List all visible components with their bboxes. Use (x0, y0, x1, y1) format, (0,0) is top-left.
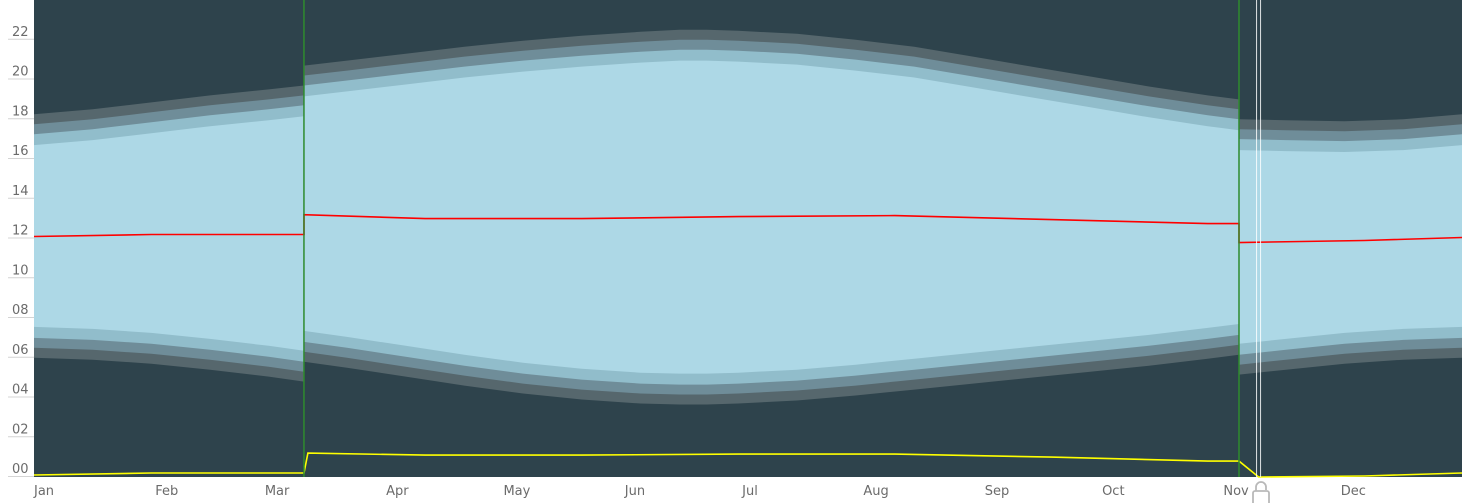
lock-icon[interactable] (1252, 481, 1270, 503)
y-tick-label: 00 (12, 462, 29, 477)
x-tick-label: Mar (265, 484, 290, 499)
x-tick-label: Nov (1223, 484, 1249, 499)
y-tick-label: 06 (12, 343, 29, 358)
x-axis: Jan Feb Mar Apr May Jun Jul Aug Sep Oct Nov Dec (33, 484, 1366, 499)
y-tick-label: 14 (12, 184, 29, 199)
y-tick-label: 16 (12, 144, 29, 159)
x-tick-label: Aug (863, 484, 888, 499)
x-tick-label: Oct (1102, 484, 1124, 499)
x-tick-label: Feb (155, 484, 178, 499)
y-tick-label: 22 (12, 25, 29, 40)
y-axis: 00 02 04 06 08 10 12 14 16 18 20 22 (8, 25, 34, 477)
x-tick-label: Jul (741, 484, 758, 499)
marker-lines (303, 0, 1262, 477)
x-tick-label: Jun (624, 484, 645, 499)
y-tick-label: 18 (12, 104, 29, 119)
x-tick-label: May (503, 484, 530, 499)
x-tick-label: Apr (386, 484, 409, 499)
x-tick-label: Jan (33, 484, 54, 499)
y-tick-label: 12 (12, 224, 29, 239)
y-tick-label: 08 (12, 303, 29, 318)
y-tick-label: 10 (12, 263, 29, 278)
y-tick-label: 04 (12, 383, 29, 398)
y-tick-label: 20 (12, 65, 29, 80)
x-tick-label: Dec (1341, 484, 1366, 499)
y-tick-label: 02 (12, 422, 29, 437)
solar-midnight-line (33, 452, 1463, 478)
x-tick-label: Sep (985, 484, 1010, 499)
